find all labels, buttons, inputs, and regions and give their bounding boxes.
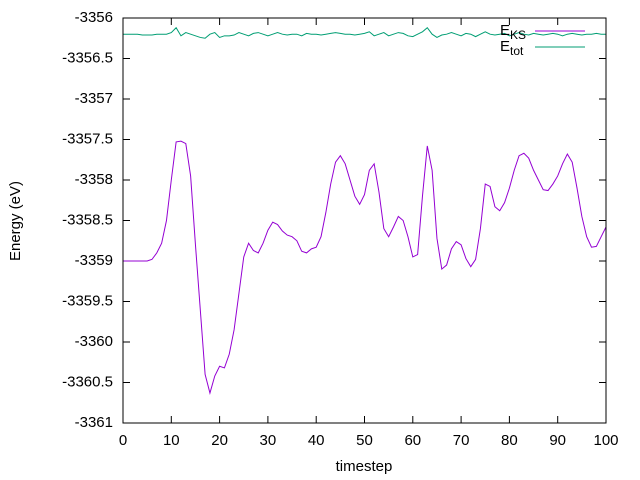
y-tick-label: -3357 [75,90,113,107]
x-tick-label: 80 [501,432,518,449]
x-tick-label: 40 [308,432,325,449]
y-tick-label: -3361 [75,414,113,431]
data-line [123,26,606,39]
y-tick-label: -3358 [75,171,113,188]
x-tick-label: 90 [549,432,566,449]
x-tick-label: 30 [260,432,277,449]
x-tick-label: 50 [356,432,373,449]
data-line [123,140,607,395]
x-tick-label: 60 [404,432,421,449]
y-tick-label: -3359 [75,252,113,269]
y-tick-label: -3356.5 [62,49,113,66]
x-tick-label: 100 [593,432,618,449]
x-tick-label: 10 [163,432,180,449]
x-axis-label: timestep [336,458,393,475]
x-tick-label: 0 [119,432,127,449]
y-tick-label: -3359.5 [62,292,113,309]
y-axis-label: Energy (eV) [7,181,24,261]
y-tick-label: -3360.5 [62,373,113,390]
plot-border [122,17,607,424]
x-tick-label: 20 [211,432,228,449]
y-tick-label: -3356 [75,9,113,26]
y-tick-label: -3360 [75,333,113,350]
x-tick-label: 70 [453,432,470,449]
y-tick-label: -3358.5 [62,211,113,228]
y-tick-label: -3357.5 [62,130,113,147]
